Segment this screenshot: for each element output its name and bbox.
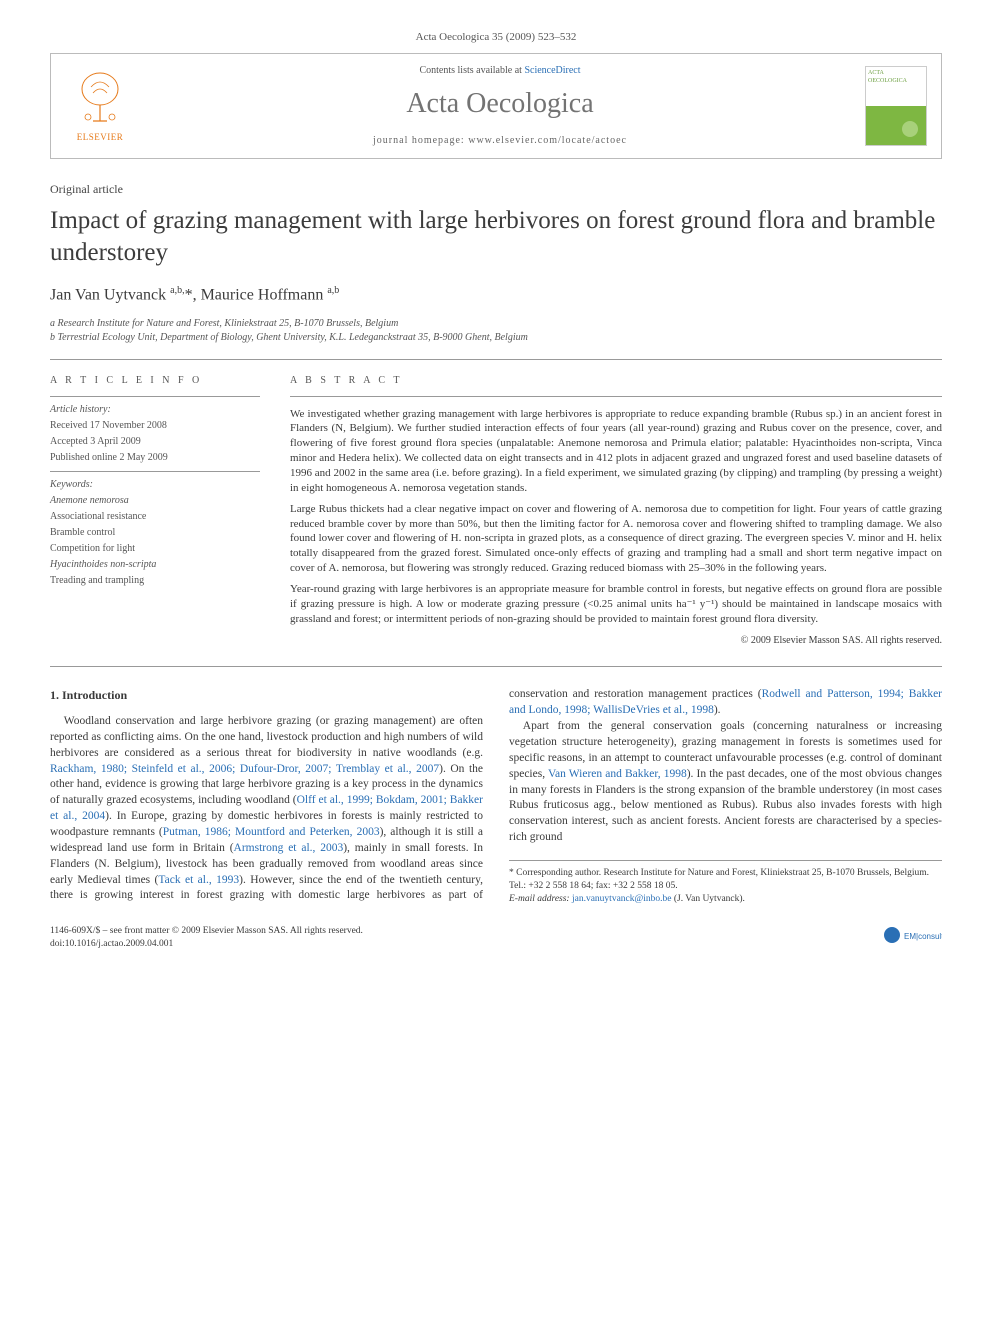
divider xyxy=(50,359,942,360)
history-label: Article history: xyxy=(50,403,260,417)
elsevier-wordmark: ELSEVIER xyxy=(77,131,124,144)
author-list: Jan Van Uytvanck a,b,*, Maurice Hoffmann… xyxy=(50,284,942,307)
citation-link[interactable]: Armstrong et al., 2003 xyxy=(234,842,344,854)
abstract-paragraph: Year-round grazing with large herbivores… xyxy=(290,582,942,627)
abstract-column: A B S T R A C T We investigated whether … xyxy=(290,374,942,649)
sciencedirect-link[interactable]: ScienceDirect xyxy=(524,65,580,76)
issn-line: 1146-609X/$ – see front matter © 2009 El… xyxy=(50,925,363,938)
section-heading: 1. Introduction xyxy=(50,687,483,704)
em-consulte-icon: EM|consulte xyxy=(882,925,942,945)
abstract-heading: A B S T R A C T xyxy=(290,374,942,388)
info-abstract-row: A R T I C L E I N F O Article history: R… xyxy=(50,374,942,649)
article-type: Original article xyxy=(50,181,942,198)
citation-link[interactable]: Van Wieren and Bakker, 1998 xyxy=(548,768,687,780)
article-info-column: A R T I C L E I N F O Article history: R… xyxy=(50,374,260,649)
svg-text:EM|consulte: EM|consulte xyxy=(904,932,942,941)
keywords-label: Keywords: xyxy=(50,478,260,492)
body-paragraph: Apart from the general conservation goal… xyxy=(509,719,942,846)
received-date: Received 17 November 2008 xyxy=(50,419,260,433)
citation-link[interactable]: Putman, 1986; Mountford and Peterken, 20… xyxy=(163,826,380,838)
journal-name: Acta Oecologica xyxy=(135,84,865,123)
keyword: Anemone nemorosa xyxy=(50,494,260,508)
running-header: Acta Oecologica 35 (2009) 523–532 xyxy=(50,30,942,45)
homepage-url: www.elsevier.com/locate/actoec xyxy=(468,135,627,146)
footer-publisher-logo: EM|consulte xyxy=(882,925,942,951)
keyword: Hyacinthoides non-scripta xyxy=(50,558,260,572)
body-two-column: 1. Introduction Woodland conservation an… xyxy=(50,687,942,905)
journal-cover-thumbnail: ACTA OECOLOGICA xyxy=(865,66,927,146)
affiliation-a: a Research Institute for Nature and Fore… xyxy=(50,317,942,331)
footnote-corr: * Corresponding author. Research Institu… xyxy=(509,867,942,893)
footer-left: 1146-609X/$ – see front matter © 2009 El… xyxy=(50,925,363,951)
citation-text: Acta Oecologica 35 (2009) 523–532 xyxy=(416,31,577,43)
corresponding-author-footnote: * Corresponding author. Research Institu… xyxy=(509,860,942,905)
footnote-email-line: E-mail address: jan.vanuytvanck@inbo.be … xyxy=(509,893,942,906)
keyword: Associational resistance xyxy=(50,510,260,524)
doi-line: doi:10.1016/j.actao.2009.04.001 xyxy=(50,938,363,951)
keyword: Treading and trampling xyxy=(50,574,260,588)
affiliation-b: b Terrestrial Ecology Unit, Department o… xyxy=(50,331,942,345)
article-info-heading: A R T I C L E I N F O xyxy=(50,374,260,388)
affiliations: a Research Institute for Nature and Fore… xyxy=(50,317,942,345)
accepted-date: Accepted 3 April 2009 xyxy=(50,435,260,449)
journal-masthead: ELSEVIER Contents lists available at Sci… xyxy=(50,53,942,158)
masthead-center: Contents lists available at ScienceDirec… xyxy=(135,64,865,147)
contents-available-line: Contents lists available at ScienceDirec… xyxy=(135,64,865,78)
elsevier-logo: ELSEVIER xyxy=(65,66,135,146)
email-link[interactable]: jan.vanuytvanck@inbo.be xyxy=(572,894,672,904)
keyword: Bramble control xyxy=(50,526,260,540)
published-date: Published online 2 May 2009 xyxy=(50,451,260,465)
keyword: Competition for light xyxy=(50,542,260,556)
abstract-paragraph: Large Rubus thickets had a clear negativ… xyxy=(290,502,942,576)
citation-link[interactable]: Tack et al., 1993 xyxy=(158,874,239,886)
citation-link[interactable]: Rackham, 1980; Steinfeld et al., 2006; D… xyxy=(50,763,439,775)
article-title: Impact of grazing management with large … xyxy=(50,205,942,268)
page-footer: 1146-609X/$ – see front matter © 2009 El… xyxy=(50,925,942,951)
journal-homepage-line: journal homepage: www.elsevier.com/locat… xyxy=(135,134,865,148)
divider xyxy=(50,666,942,667)
abstract-copyright: © 2009 Elsevier Masson SAS. All rights r… xyxy=(290,634,942,648)
elsevier-tree-icon xyxy=(73,69,127,129)
abstract-paragraph: We investigated whether grazing manageme… xyxy=(290,407,942,496)
